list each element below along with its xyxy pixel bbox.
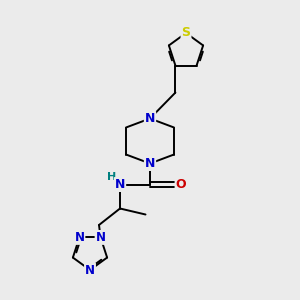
Text: N: N: [85, 263, 95, 277]
Text: N: N: [115, 178, 125, 191]
Text: N: N: [145, 112, 155, 125]
Text: S: S: [182, 26, 190, 40]
Text: H: H: [107, 172, 116, 182]
Text: N: N: [145, 157, 155, 170]
Text: N: N: [96, 231, 106, 244]
Text: O: O: [176, 178, 186, 191]
Text: N: N: [74, 231, 84, 244]
